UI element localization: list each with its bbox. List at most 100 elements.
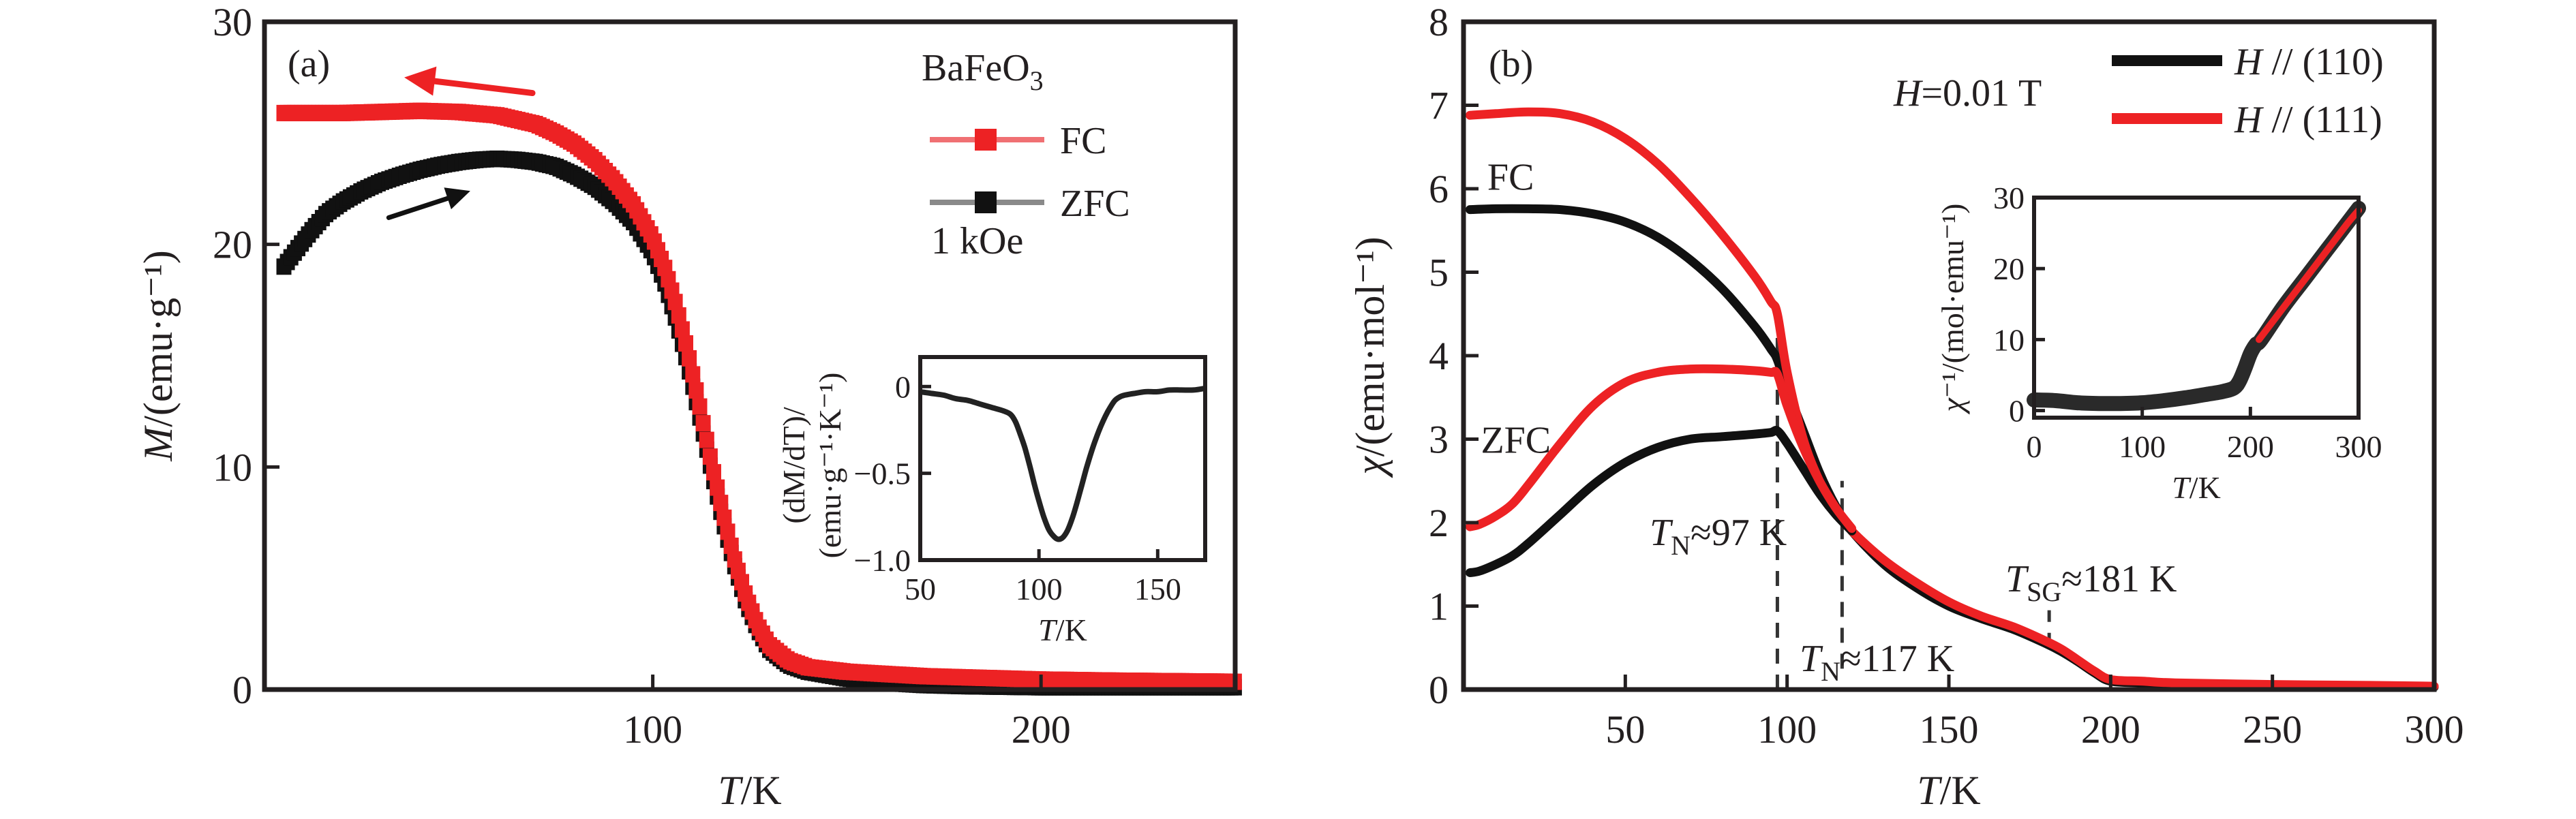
data-point bbox=[678, 335, 693, 352]
legend: H=0.01 T H // (110) H // (111) bbox=[1893, 41, 2384, 141]
inset-a: 50 100 150 0 −0.5 −1.0 T/K (dM/dT)/(emu·g⁻¹·K⁻¹… bbox=[776, 355, 1207, 647]
inset-x-tick-label: 150 bbox=[1134, 572, 1181, 606]
data-point bbox=[710, 479, 725, 496]
legend-marker-fc bbox=[975, 129, 997, 151]
direction-arrow-red bbox=[404, 66, 536, 97]
inset-y-tick-label: 0 bbox=[2009, 394, 2025, 429]
inset-y-tick-label: −1.0 bbox=[854, 543, 911, 578]
inset-x-tick-label: 100 bbox=[2119, 429, 2166, 464]
x-tick-label: 150 bbox=[1920, 707, 1979, 752]
direction-arrow-black bbox=[386, 187, 470, 220]
curve-label-zfc: ZFC bbox=[1481, 420, 1551, 462]
arrow-head bbox=[404, 66, 437, 96]
y-axis-label: M/(emu·g⁻¹) bbox=[136, 250, 181, 462]
legend-label-111: H // (111) bbox=[2234, 99, 2382, 141]
x-tick-label: 200 bbox=[2081, 707, 2140, 752]
arrow-head bbox=[444, 187, 470, 210]
transition-label: TSG≈181 K bbox=[2005, 558, 2177, 607]
inset-x-tick-label: 50 bbox=[905, 572, 936, 606]
y-tick-label: 5 bbox=[1429, 251, 1449, 295]
data-point bbox=[667, 294, 683, 311]
x-tick-label: 250 bbox=[2243, 707, 2302, 752]
data-point bbox=[716, 509, 732, 526]
data-point bbox=[674, 321, 690, 338]
x-tick-label: 300 bbox=[2405, 707, 2464, 752]
plot-frame bbox=[262, 19, 1238, 692]
data-point bbox=[695, 415, 711, 432]
inset-x-axis-label: T/K bbox=[1038, 613, 1087, 647]
y-tick-label: 3 bbox=[1429, 418, 1449, 462]
data-point bbox=[699, 431, 714, 448]
arrow-shaft bbox=[431, 78, 536, 97]
inset-background bbox=[2034, 198, 2359, 418]
inset-background bbox=[920, 357, 1205, 560]
y-tick-label: 0 bbox=[1429, 668, 1449, 712]
inset-y-axis-label: χ⁻¹/(mol·emu⁻¹) bbox=[1935, 204, 1970, 415]
series-h-110-zfc bbox=[1466, 426, 1857, 577]
inset-x-tick-label: 200 bbox=[2227, 429, 2274, 464]
inset-y-tick-label: 30 bbox=[1993, 181, 2025, 215]
data-point bbox=[706, 464, 721, 481]
x-tick-label: 100 bbox=[1757, 707, 1817, 752]
curve-label-fc: FC bbox=[1487, 157, 1534, 199]
data-point bbox=[671, 307, 686, 324]
legend-label-zfc: ZFC bbox=[1060, 183, 1130, 225]
inset-y-tick-label: −0.5 bbox=[854, 457, 911, 491]
legend-field-note: H=0.01 T bbox=[1893, 72, 2042, 114]
data-point bbox=[720, 523, 736, 540]
y-tick-label: 6 bbox=[1429, 167, 1449, 211]
data-point bbox=[685, 366, 701, 383]
inset-y-axis-label-line2: (emu·g⁻¹·K⁻¹) bbox=[813, 373, 847, 559]
y-tick-label: 0 bbox=[232, 668, 252, 712]
inset-series-red bbox=[2256, 206, 2362, 343]
series-h-111-zfc bbox=[1466, 364, 1857, 534]
panel-a: 100 200 0 10 20 30 T/K M/(emu·g⁻¹) (a) BaFeO3 FC ZF… bbox=[136, 0, 1242, 813]
data-point bbox=[723, 538, 739, 554]
data-point bbox=[682, 350, 697, 367]
x-axis-label: T/K bbox=[718, 768, 781, 813]
inset-x-tick-label: 100 bbox=[1016, 572, 1063, 606]
x-axis-label: T/K bbox=[1917, 768, 1980, 813]
data-point bbox=[688, 382, 704, 399]
y-tick-label: 20 bbox=[213, 223, 252, 267]
data-point bbox=[692, 398, 708, 415]
transition-label: TN≈117 K bbox=[1800, 638, 1954, 687]
inset-x-tick-label: 0 bbox=[2027, 429, 2042, 464]
inset-b: 0 100 200 300 0 10 20 30 T/K χ⁻¹/(mol·emu⁻¹) bbox=[1935, 181, 2382, 505]
y-tick-label: 4 bbox=[1429, 334, 1449, 378]
legend-field-note: 1 kOe bbox=[931, 220, 1023, 262]
inset-frame bbox=[2032, 196, 2361, 420]
panel-label: (b) bbox=[1489, 43, 1533, 85]
y-tick-label: 2 bbox=[1429, 501, 1449, 545]
legend-label-110: H // (110) bbox=[2234, 41, 2384, 83]
inset-x-axis-label: T/K bbox=[2172, 470, 2221, 505]
y-tick-label: 10 bbox=[213, 445, 252, 489]
x-tick-label: 100 bbox=[623, 707, 682, 752]
inset-frame bbox=[918, 355, 1207, 562]
inset-x-tick-label: 300 bbox=[2335, 429, 2382, 464]
inset-series-line bbox=[920, 385, 1206, 542]
y-tick-label: 30 bbox=[213, 0, 252, 44]
legend-marker-zfc bbox=[975, 191, 997, 213]
data-point bbox=[702, 448, 718, 465]
inset-y-tick-label: 10 bbox=[1993, 322, 2025, 357]
arrow-shaft bbox=[386, 196, 451, 220]
inset-y-axis-label-line1: (dM/dT)/ bbox=[776, 407, 811, 523]
legend-label-fc: FC bbox=[1060, 120, 1107, 162]
series-fc bbox=[276, 102, 1242, 690]
legend: BaFeO3 FC ZFC 1 kOe bbox=[922, 47, 1130, 262]
panel-label: (a) bbox=[288, 43, 330, 85]
y-tick-label: 7 bbox=[1429, 84, 1449, 128]
x-tick-label: 200 bbox=[1012, 707, 1071, 752]
inset-y-tick-label: 20 bbox=[1993, 251, 2025, 286]
data-point bbox=[713, 495, 729, 512]
y-axis-label: χ/(emu·mol⁻¹) bbox=[1348, 236, 1393, 478]
panel-b: 50 100 150 200 250 300012345678T/Kχ/(emu·mol⁻… bbox=[1348, 0, 2464, 813]
y-tick-label: 8 bbox=[1429, 0, 1449, 44]
y-tick-label: 1 bbox=[1429, 585, 1449, 629]
transition-label: TN≈97 K bbox=[1650, 512, 1787, 561]
inset-y-tick-label: 0 bbox=[895, 369, 911, 404]
legend-title: BaFeO3 bbox=[922, 47, 1044, 96]
x-tick-label: 50 bbox=[1605, 707, 1645, 752]
